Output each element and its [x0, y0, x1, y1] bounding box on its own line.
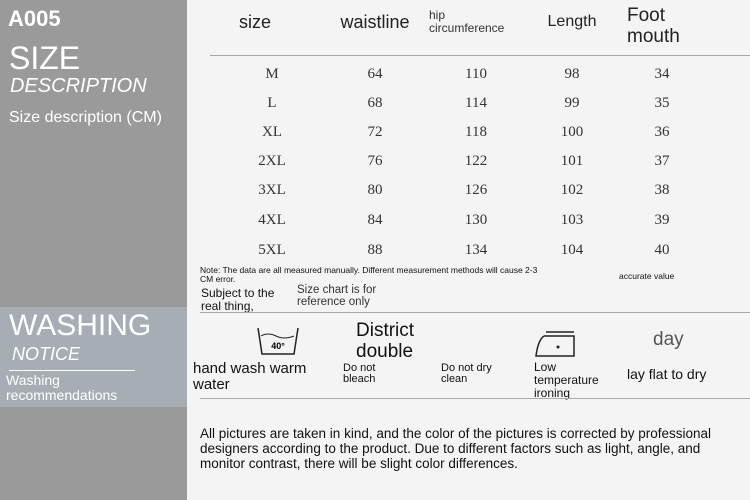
table-cell: 5XL [258, 242, 286, 258]
day-label: day [653, 329, 684, 350]
table-cell: 122 [464, 153, 488, 169]
table-cell: 35 [654, 95, 670, 111]
table-cell: 80 [367, 182, 383, 198]
table-cell: 110 [465, 66, 487, 82]
product-code: A005 [8, 6, 61, 31]
table-cell: 101 [560, 153, 584, 169]
table-cell: XL [262, 124, 282, 140]
table-cell: 104 [560, 242, 584, 258]
table-cell: 88 [367, 242, 383, 258]
measurement-note: Note: The data are all measured manually… [200, 265, 538, 284]
header-length: Length [547, 13, 597, 30]
table-cell: L [267, 95, 277, 111]
table-cell: 38 [654, 182, 670, 198]
table-cell: 34 [654, 66, 670, 82]
table-cell: 37 [654, 153, 670, 169]
hand-wash-label: hand wash warm water [193, 360, 307, 393]
table-cell: 99 [564, 95, 580, 111]
size-description: Size description (CM) [9, 109, 162, 126]
table-cell: 72 [367, 124, 383, 140]
divider [200, 398, 750, 399]
table-cell: 134 [464, 242, 488, 258]
table-cell: 102 [560, 182, 584, 198]
table-cell: 130 [464, 212, 488, 228]
table-cell: 68 [367, 95, 383, 111]
header-size: size [238, 12, 271, 32]
table-cell: 126 [464, 182, 488, 198]
svg-text:40°: 40° [271, 341, 285, 351]
iron-icon [535, 331, 575, 357]
table-cell: 103 [560, 212, 584, 228]
size-subtitle: DESCRIPTION [10, 75, 147, 97]
washing-title: WASHING [9, 309, 152, 342]
table-cell: 118 [465, 124, 487, 140]
divider [9, 370, 135, 371]
table-cell: 36 [654, 124, 670, 140]
disclaimer: All pictures are taken in kind, and the … [200, 426, 712, 471]
table-cell: 84 [367, 212, 383, 228]
table-cell: 100 [560, 124, 584, 140]
table-cell: 114 [465, 95, 487, 111]
washing-panel [0, 307, 187, 407]
table-cell: 64 [367, 66, 383, 82]
left-panel [0, 0, 187, 500]
subject-note: Subject to the real thing, [201, 286, 275, 313]
district-double: District double [356, 320, 415, 362]
header-divider [210, 55, 750, 56]
header-hip: hip circumference [429, 8, 505, 35]
low-iron-label: Low temperature ironing [534, 360, 599, 400]
washing-desc-2: recommendations [6, 387, 118, 403]
table-cell: 2XL [258, 153, 286, 169]
table-cell: 3XL [258, 182, 286, 198]
table-cell: 98 [564, 66, 580, 82]
header-waistline: waistline [340, 12, 410, 32]
table-cell: 76 [367, 153, 383, 169]
header-foot-mouth: Foot mouth [627, 5, 680, 47]
divider [200, 312, 750, 313]
table-cell: 4XL [258, 212, 286, 228]
size-title: SIZE [9, 40, 81, 76]
no-bleach-label: Do not bleach [343, 362, 376, 385]
reference-note: Size chart is for reference only [297, 284, 377, 308]
lay-flat-label: lay flat to dry [627, 366, 707, 382]
no-dry-clean-label: Do not dry clean [441, 362, 492, 385]
accurate-value: accurate value [619, 271, 675, 281]
hand-wash-icon: 40° [257, 327, 299, 355]
table-cell: M [265, 66, 279, 82]
washing-desc-1: Washing [6, 372, 60, 388]
washing-subtitle: NOTICE [12, 344, 81, 364]
table-cell: 40 [654, 242, 670, 258]
table-cell: 39 [654, 212, 670, 228]
